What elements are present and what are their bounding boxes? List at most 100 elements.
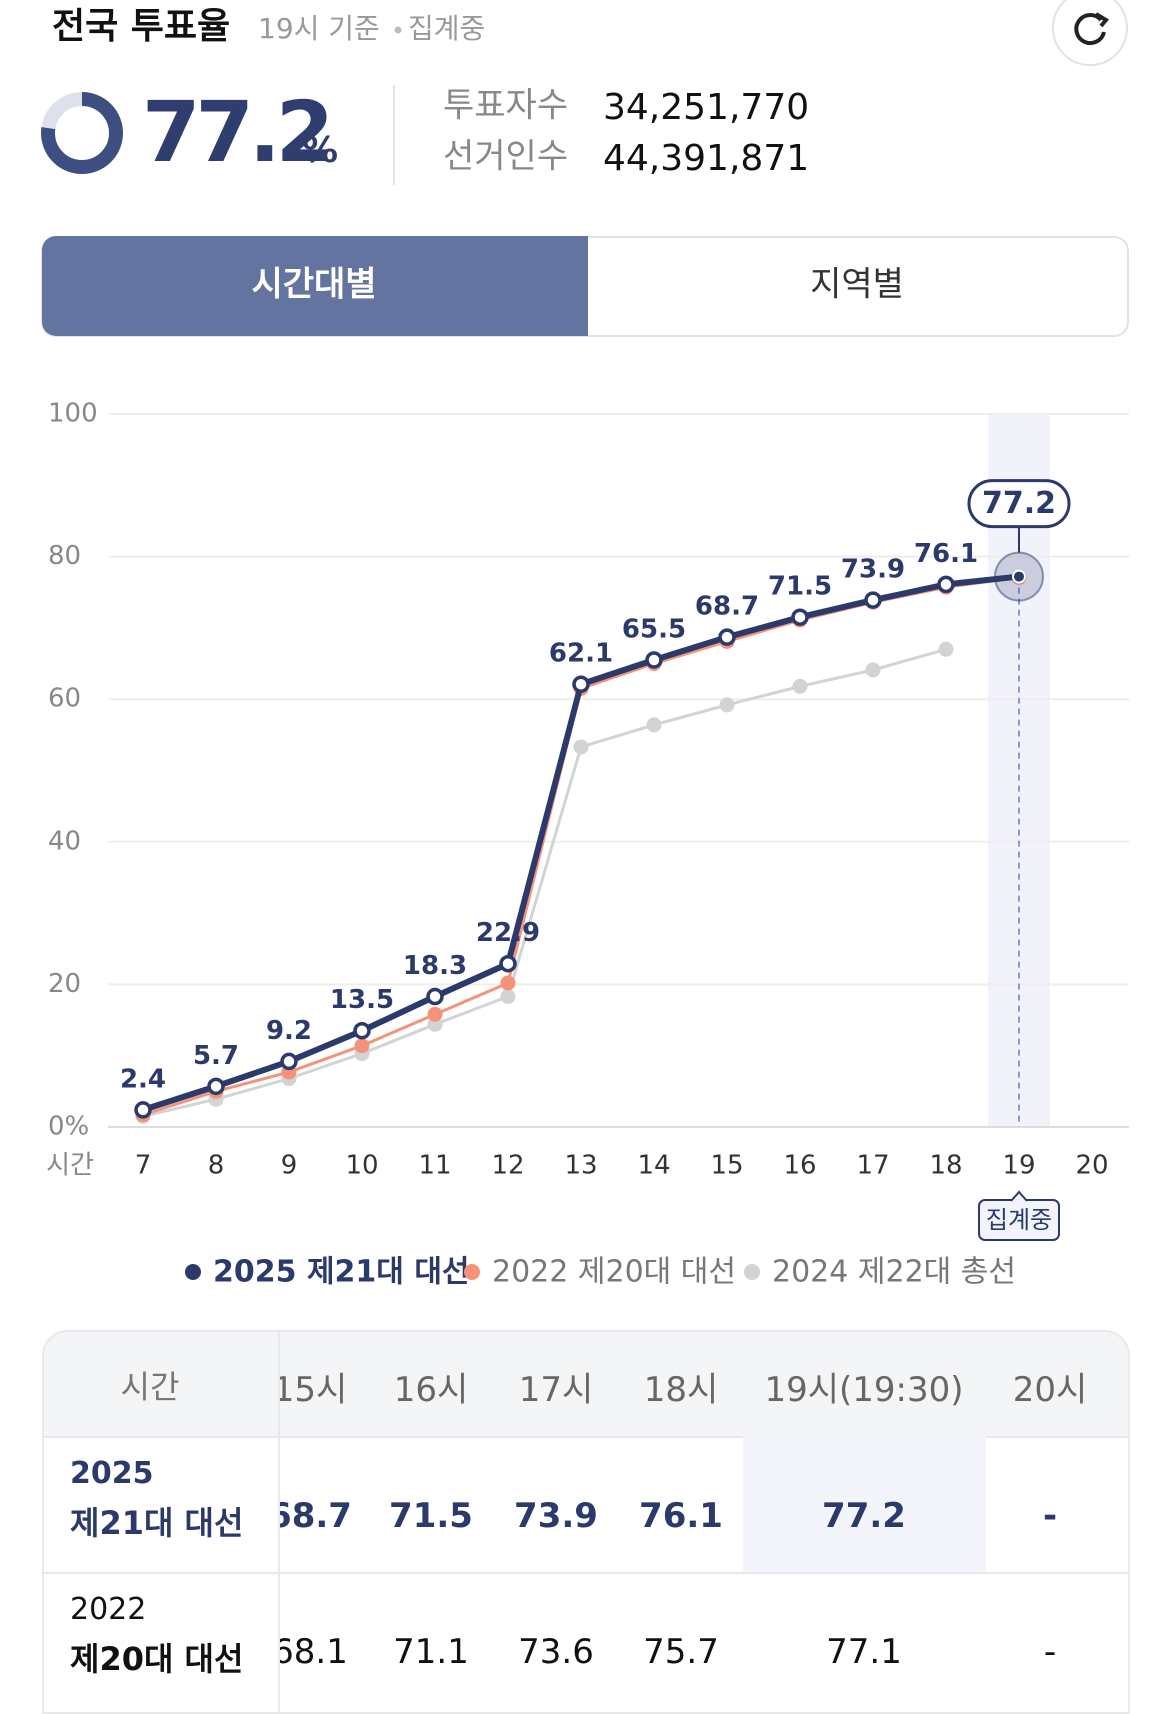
cell: 68.7 [280,1496,352,1536]
cell: 76.1 [639,1496,723,1536]
x-tick-label: 10 [345,1151,378,1181]
row-name: 제20대 대선 [70,1640,244,1678]
data-label: 2.4 [120,1064,166,1094]
row-year: 2025 [70,1456,154,1491]
point [500,975,516,991]
header-cell: 20시 [1012,1370,1088,1410]
x-tick-label: 20 [1075,1151,1108,1181]
y-tick-label: 0% [48,1112,89,1142]
rate-value: 77.2 [142,83,329,181]
callout-box [967,479,1071,529]
point [938,641,954,657]
row-name: 제21대 대선 [70,1504,244,1542]
tab-active[interactable] [42,236,588,336]
electorate-value: 44,391,871 [603,138,809,179]
x-tick-label: 19 [1002,1151,1035,1181]
x-axis-label: 시간 [46,1151,94,1181]
screen: 전국 투표율 19시 기준 집계중 77.2 % 투표자수 34,251,770… [41,0,1129,1290]
point [646,717,662,733]
point [134,1101,152,1119]
series-line [142,647,947,1118]
data-label: 73.9 [841,555,905,585]
y-tick-label: 60 [48,684,81,714]
legend-label: 2022 제20대 대선 [492,1255,736,1290]
scroll-area: 15시 16시 17시 18시 19시(19:30) 20시 68.7 71.5 73.9 76.… [278,1332,1128,1712]
point [353,1021,371,1040]
legend-dot [185,1264,201,1280]
legend-dot [464,1264,480,1280]
basis: 19시 기준 [258,12,380,45]
cell: 73.9 [514,1496,598,1536]
point [719,697,735,713]
header-cell: 15시 [278,1370,348,1410]
y-tick-label: 80 [48,541,81,571]
legend-label: 2024 제22대 총선 [772,1255,1016,1290]
point [573,739,589,755]
table: 시간 15시 16시 17시 18시 19시(19:30) 20시 68.7 71.5 73.9 7… [42,1330,1130,1714]
point [718,628,736,646]
cell: 77.2 [822,1496,906,1536]
cell: 71.1 [393,1632,469,1672]
point [792,678,808,694]
voters-value: 34,251,770 [603,87,809,128]
cell: 73.6 [518,1632,594,1672]
cell: - [1043,1632,1057,1672]
point [500,989,516,1005]
data-label: 9.2 [266,1016,312,1046]
separator-dot [394,26,402,34]
x-tick-label: 16 [783,1151,816,1181]
x-tick-label: 17 [856,1151,889,1181]
x-tick-label: 15 [710,1151,743,1181]
x-tick-label: 13 [564,1151,597,1181]
cell: 75.7 [643,1632,719,1672]
data-label: 13.5 [330,985,394,1015]
voters-label: 투표자수 [443,86,568,126]
header-cell: 18시 [643,1370,719,1410]
point [427,1006,443,1022]
header-cell: 17시 [518,1370,594,1410]
x-tick-label: 9 [281,1151,298,1181]
refresh-button[interactable] [1052,0,1128,66]
cell: 77.1 [826,1632,902,1672]
status: 집계중 [408,12,485,45]
data-label: 65.5 [622,614,686,644]
tab-label[interactable]: 시간대별 [251,265,376,305]
header-row [44,1332,1128,1438]
badge-tip [1010,1190,1028,1202]
badge-label: 집계중 [986,1206,1052,1234]
refresh-icon [1074,13,1106,46]
data-label: 22.9 [476,918,540,948]
point [865,662,881,678]
data-label: 71.5 [768,572,832,602]
header-cell: 19시(19:30) [764,1370,964,1410]
x-tick-label: 7 [135,1151,152,1181]
cell: 68.1 [278,1632,348,1672]
y-tick-label: 20 [48,969,81,999]
callout-label: 77.2 [982,486,1056,521]
point [354,1038,370,1054]
refresh-icon-arrow [1094,12,1110,28]
point [1012,569,1026,584]
row-year: 2022 [70,1592,147,1627]
point [207,1077,225,1096]
point [499,954,517,973]
point [791,608,809,626]
rate-arc [41,92,123,174]
cell: - [1042,1496,1058,1536]
point [280,1052,298,1071]
x-tick-label: 18 [929,1151,962,1181]
rate-unit: % [302,130,338,171]
tab-label[interactable]: 지역별 [810,265,904,305]
cell: 71.5 [389,1496,473,1536]
header-cell: 16시 [393,1370,469,1410]
data-label: 62.1 [549,639,613,669]
data-label: 5.7 [193,1041,239,1071]
x-tick-label: 12 [491,1151,524,1181]
point [937,575,955,594]
header-cell: 시간 [120,1368,180,1406]
x-tick-label: 14 [637,1151,670,1181]
legend-label: 2025 제21대 대선 [213,1255,470,1290]
point [864,591,882,609]
y-tick-label: 100 [48,399,98,429]
